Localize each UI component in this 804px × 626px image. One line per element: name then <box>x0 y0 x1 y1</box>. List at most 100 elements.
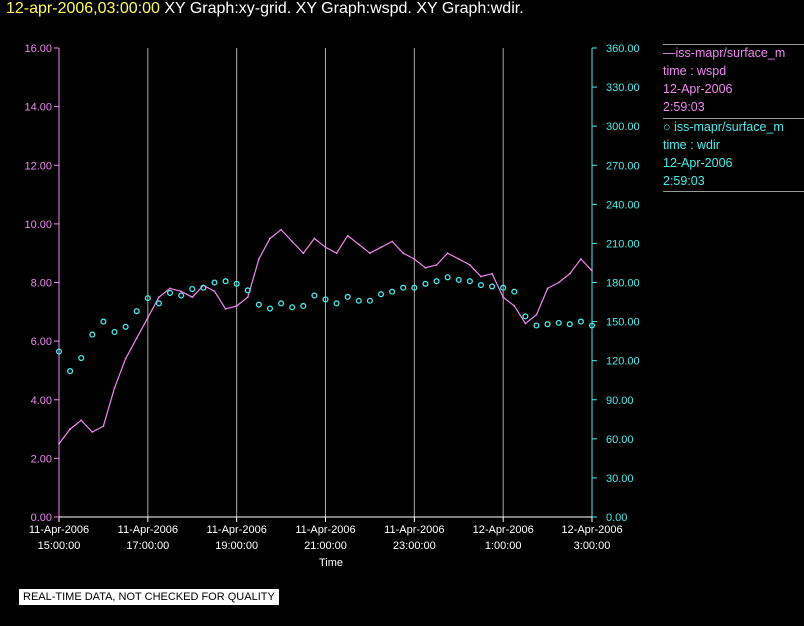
wspd-point <box>446 252 449 255</box>
wdir-point <box>444 274 451 281</box>
legend-wdir-time: 2:59:03 <box>663 174 705 188</box>
wspd-point <box>491 272 493 275</box>
right-tick-label: 120.00 <box>606 356 640 368</box>
wspd-point <box>91 431 94 433</box>
right-tick-label: 90.00 <box>606 395 634 407</box>
legend: —iss-mapr/surface_m time : wspd 12-Apr-2… <box>663 44 804 192</box>
wdir-point <box>233 280 240 287</box>
wspd-point <box>213 290 216 293</box>
wdir-point <box>533 322 540 329</box>
x-tick-label-time: 17:00:00 <box>126 540 169 552</box>
right-tick-label: 240.00 <box>606 199 640 211</box>
wspd-point <box>280 228 282 231</box>
wspd-point <box>579 258 582 260</box>
wspd-point <box>568 272 571 275</box>
wdir-point <box>377 291 385 298</box>
wspd-point <box>146 316 149 319</box>
wdir-point <box>389 288 396 295</box>
wdir-point <box>355 297 362 304</box>
wdir-point <box>78 355 85 362</box>
wspd-point <box>468 264 471 266</box>
right-tick-label: 60.00 <box>606 434 634 446</box>
wdir-point <box>455 276 462 283</box>
wdir-point <box>311 292 318 299</box>
wspd-point <box>235 305 238 307</box>
wspd-point <box>435 264 438 266</box>
left-tick-label: 8.00 <box>31 278 52 290</box>
wspd-point <box>413 258 416 260</box>
grid-lines <box>147 48 504 517</box>
wspd-point <box>324 246 327 249</box>
wdir-point <box>411 284 418 291</box>
x-tick-label-date: 11-Apr-2006 <box>206 524 266 536</box>
wspd-point <box>224 307 227 310</box>
wdir-point <box>166 289 174 296</box>
wdir-point <box>433 278 440 285</box>
wspd-point <box>302 252 305 255</box>
circle-symbol-icon: ○ <box>663 120 671 134</box>
left-tick-label: 16.00 <box>24 43 52 55</box>
wdir-point <box>566 321 573 328</box>
wspd-point <box>535 313 538 316</box>
wdir-point <box>100 318 107 325</box>
left-tick-label: 12.00 <box>24 160 52 172</box>
wspd-point <box>269 237 271 240</box>
wdir-point <box>366 297 373 304</box>
legend-divider <box>663 118 804 119</box>
wspd-point <box>191 296 194 299</box>
wdir-point <box>477 282 485 289</box>
wdir-point <box>489 283 496 290</box>
wspd-point <box>124 357 127 360</box>
wspd-point <box>169 287 171 290</box>
wspd-point <box>424 266 427 269</box>
wspd-point <box>480 275 482 278</box>
legend-wspd-field: time : wspd <box>663 64 727 78</box>
legend-wdir-source: ○ iss-mapr/surface_m <box>663 120 784 134</box>
wspd-point <box>180 290 183 293</box>
x-tick-label-date: 11-Apr-2006 <box>29 524 89 536</box>
right-tick-label: 360.00 <box>606 43 640 55</box>
left-tick-label: 14.00 <box>24 102 52 114</box>
legend-wspd-date: 12-Apr-2006 <box>663 82 733 96</box>
x-axis-title: Time <box>319 557 343 569</box>
chart-title-bar: 12-apr-2006,03:00:00 XY Graph:xy-grid. X… <box>6 0 524 18</box>
left-tick-label: 6.00 <box>31 336 52 348</box>
wspd-point <box>402 252 405 255</box>
wdir-point <box>111 328 118 336</box>
wspd-point <box>369 252 371 255</box>
right-tick-label: 150.00 <box>606 317 640 329</box>
wdir-point <box>133 308 140 315</box>
wdir-point <box>500 284 507 291</box>
wdir-point <box>278 300 285 307</box>
wspd-point <box>457 258 460 260</box>
right-tick-label: 30.00 <box>606 473 634 485</box>
left-tick-label: 10.00 <box>24 219 52 231</box>
line-symbol-icon: — <box>663 46 676 60</box>
x-tick-label-time: 19:00:00 <box>215 540 258 552</box>
wdir-point <box>255 301 262 308</box>
graph-names-title: XY Graph:xy-grid. XY Graph:wspd. XY Grap… <box>159 0 524 17</box>
right-tick-label: 0.00 <box>606 512 627 524</box>
left-tick-label: 2.00 <box>31 453 52 465</box>
wdir-point <box>266 305 274 312</box>
wdir-point <box>322 296 329 303</box>
left-tick-label: 4.00 <box>31 395 52 407</box>
x-tick-label-time: 15:00:00 <box>38 540 81 552</box>
x-tick-label-date: 12-Apr-2006 <box>473 524 534 536</box>
wdir-point <box>300 302 307 310</box>
wdir-point <box>211 279 218 286</box>
wspd-point <box>113 387 116 389</box>
timestamp-title: 12-apr-2006,03:00:00 <box>6 0 160 17</box>
wspd-point <box>346 234 349 237</box>
right-tick-label: 210.00 <box>606 238 640 250</box>
wdir-point <box>522 313 529 320</box>
wspd-point <box>69 428 72 430</box>
wdir-point <box>67 368 74 375</box>
x-tick-label-time: 23:00:00 <box>393 540 436 552</box>
wspd-point <box>557 281 560 284</box>
legend-divider <box>663 191 804 192</box>
wspd-point <box>58 442 60 445</box>
axes: 11-Apr-2006 15:00:00 11-Apr-2006 17:00:00 11… <box>24 43 639 552</box>
legend-wdir-date: 12-Apr-2006 <box>663 156 733 170</box>
wdir-point <box>178 292 185 299</box>
